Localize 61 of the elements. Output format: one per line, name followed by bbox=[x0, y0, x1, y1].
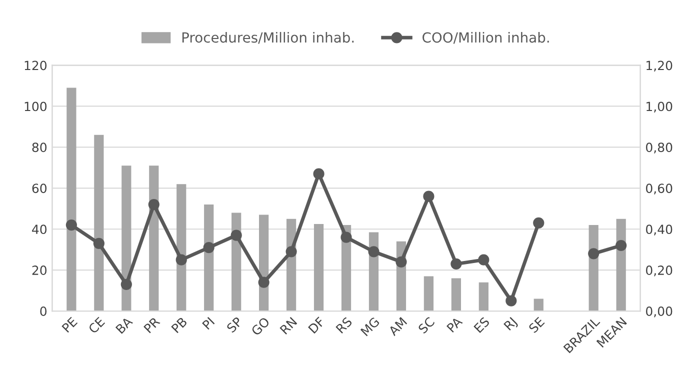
point bbox=[120, 278, 132, 290]
bar bbox=[451, 278, 461, 312]
x-tick-label: DF bbox=[308, 316, 325, 334]
x-tick-label: ES bbox=[474, 316, 490, 334]
x-tick-label: PE bbox=[62, 316, 78, 333]
point bbox=[230, 230, 242, 241]
point bbox=[533, 217, 544, 229]
point bbox=[66, 219, 77, 231]
x-tick-label: RS bbox=[336, 316, 353, 334]
bar bbox=[94, 134, 104, 312]
bar bbox=[66, 88, 76, 312]
point bbox=[203, 242, 214, 254]
y2-tick-label: 0,60 bbox=[646, 184, 672, 194]
y-tick-label: 40 bbox=[32, 224, 47, 234]
y2-tick-label: 0,40 bbox=[646, 224, 672, 236]
point bbox=[423, 190, 434, 202]
x-tick-label: SC bbox=[418, 316, 436, 334]
point bbox=[313, 168, 324, 180]
point bbox=[93, 238, 104, 250]
bar bbox=[478, 282, 488, 312]
point bbox=[148, 198, 160, 210]
y2-tick-label: 0,00 bbox=[646, 306, 672, 318]
point bbox=[616, 240, 627, 252]
y-tick-label: 20 bbox=[32, 266, 47, 276]
point bbox=[176, 254, 187, 266]
y-tick-label: 100 bbox=[24, 102, 47, 112]
y-tick-label: 80 bbox=[32, 142, 47, 152]
x-tick-label: SE bbox=[528, 316, 545, 334]
y2-tick-label: 0,80 bbox=[646, 142, 672, 154]
y-tick-label: 0 bbox=[40, 306, 47, 316]
bar bbox=[314, 224, 324, 312]
point bbox=[368, 246, 380, 258]
point bbox=[478, 254, 490, 266]
point bbox=[588, 248, 600, 260]
point bbox=[286, 246, 297, 258]
x-tick-label: SP bbox=[226, 316, 243, 334]
legend-label: Procedures/Million inhab. bbox=[182, 32, 354, 44]
x-tick-label: RN bbox=[280, 317, 298, 335]
y2-tick-label: 1,00 bbox=[646, 102, 672, 112]
y-tick-label: 120 bbox=[24, 60, 47, 70]
point bbox=[450, 258, 462, 270]
legend-label: COO/Million inhab. bbox=[422, 32, 549, 44]
point bbox=[340, 232, 352, 243]
point bbox=[506, 295, 517, 306]
point bbox=[396, 256, 407, 268]
y2-tick-label: 0,20 bbox=[646, 266, 672, 276]
x-tick-label: CE bbox=[88, 316, 106, 334]
x-tick-label: BA bbox=[115, 316, 134, 334]
x-tick-label: GO bbox=[250, 316, 270, 336]
y2-tick-label: 1,20 bbox=[646, 60, 672, 72]
x-tick-label: RJ bbox=[504, 317, 519, 332]
x-tick-label: PI bbox=[202, 317, 215, 330]
x-tick-label: PR bbox=[144, 316, 160, 334]
x-tick-label: PB bbox=[171, 316, 188, 334]
bar bbox=[534, 298, 544, 312]
y-tick-label: 60 bbox=[32, 184, 47, 194]
x-tick-label: PA bbox=[446, 316, 463, 333]
x-tick-label: MG bbox=[360, 316, 380, 336]
bar bbox=[424, 276, 434, 312]
point bbox=[258, 276, 270, 288]
x-tick-label: AM bbox=[388, 317, 408, 336]
